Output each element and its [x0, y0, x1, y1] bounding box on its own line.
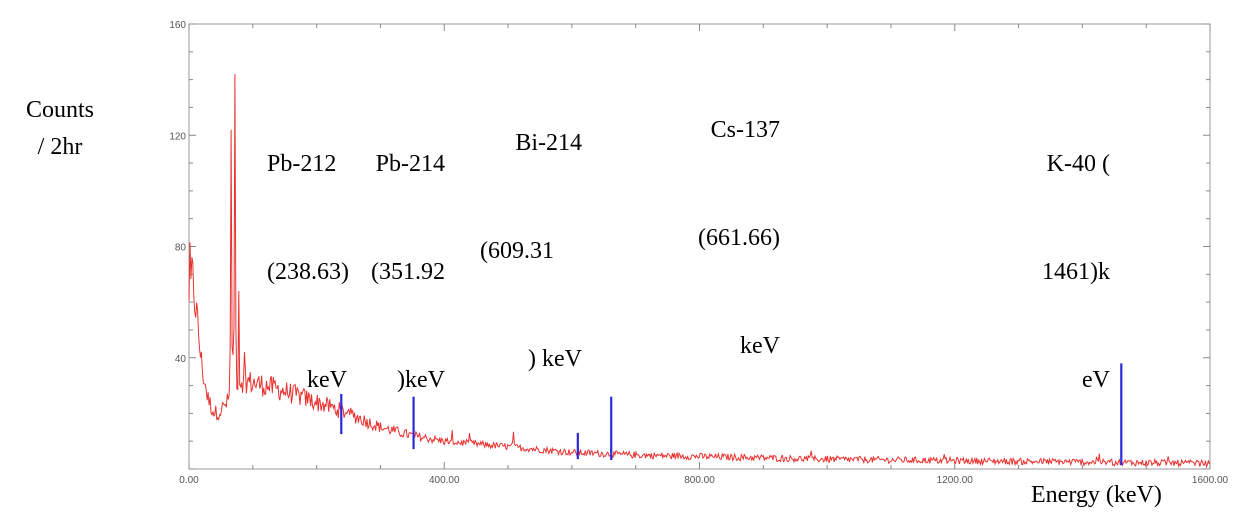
annotation-k-40: K-40 ( 1461)k eV: [1006, 74, 1110, 434]
annotation-pb-212-line1: Pb-212: [267, 151, 337, 177]
x-axis-label: Energy (keV): [1031, 482, 1162, 508]
x-tick-label: 1600.00: [1192, 475, 1229, 486]
annotation-pb-212: Pb-212 (238.63) keV: [267, 74, 349, 434]
spectrum-line: [188, 74, 1210, 469]
annotation-pb-212-line3: keV: [307, 367, 347, 393]
x-tick-label: 800.00: [684, 475, 715, 486]
y-tick-label: 120: [169, 131, 186, 142]
annotation-k-40-line1: K-40 (: [1046, 151, 1110, 177]
y-tick-label: 40: [175, 354, 187, 365]
annotation-k-40-line3: eV: [1082, 367, 1110, 393]
annotation-bi-214-line2: (609.31: [480, 238, 554, 264]
annotation-cs-137: Cs-137 (661.66) keV: [668, 40, 780, 400]
annotation-cs-137-line1: Cs-137: [710, 117, 780, 143]
annotation-bi-214-line1: Bi-214: [515, 130, 582, 156]
annotation-cs-137-line3: keV: [740, 333, 780, 359]
x-tick-label: 1200.00: [937, 475, 974, 486]
annotation-k-40-line2: 1461)k: [1042, 259, 1110, 285]
annotation-pb-212-line2: (238.63): [267, 259, 349, 285]
x-tick-label: 0.00: [179, 475, 199, 486]
annotation-pb-214-line2: (351.92: [371, 259, 445, 285]
y-tick-label: 160: [169, 20, 186, 31]
annotation-cs-137-line2: (661.66): [698, 225, 780, 251]
x-tick-label: 400.00: [429, 475, 460, 486]
y-axis-label-line2: / 2hr: [37, 134, 83, 161]
annotation-pb-214: Pb-214 (351.92 )keV: [335, 74, 445, 434]
y-tick-label: 80: [175, 243, 187, 254]
annotation-bi-214: Bi-214 (609.31 ) keV: [480, 53, 582, 413]
y-axis-label-line1: Counts: [25, 97, 94, 123]
peak-marker-layer: [340, 363, 1123, 466]
annotation-bi-214-line3: ) keV: [528, 346, 582, 372]
spectrum-layer: [188, 74, 1210, 469]
annotation-pb-214-line1: Pb-214: [375, 151, 445, 177]
y-axis-label: Counts / 2hr: [4, 92, 116, 166]
annotation-pb-214-line3: )keV: [397, 367, 445, 393]
